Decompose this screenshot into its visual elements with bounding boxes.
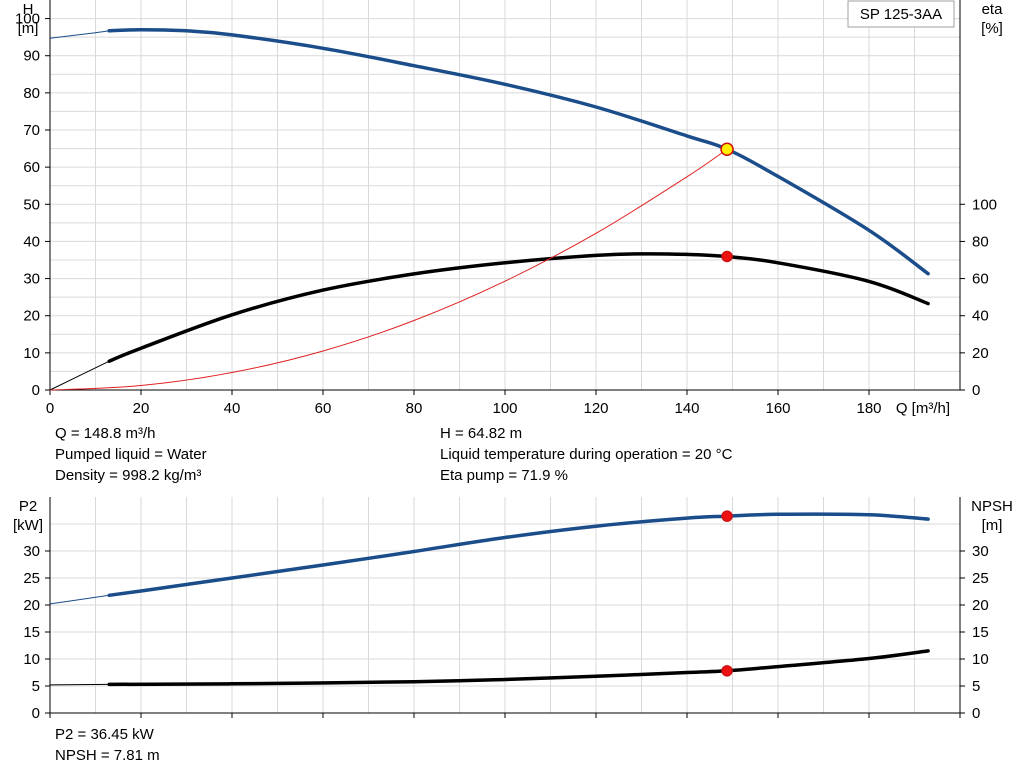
panel2-right-tick-label: 20 (972, 597, 989, 614)
panel1-left-tick-label: 20 (23, 308, 40, 325)
panel1-x-tick-label: 60 (315, 400, 332, 417)
panel1-left-tick-label: 0 (32, 382, 40, 399)
panel1-left-tick-label: 10 (23, 345, 40, 362)
panel2-series-0-line (107, 512, 930, 598)
duty-point-info-left: Q = 148.8 m³/h Pumped liquid = Water Den… (55, 423, 207, 486)
panel2-left-tick-label: 30 (23, 543, 40, 560)
panel1-left-tick-label: 90 (23, 48, 40, 65)
liquid-temperature-value: Liquid temperature during operation = 20… (440, 446, 733, 463)
panel1-right-tick-label: 0 (972, 382, 980, 399)
panel2-left-tick-label: 0 (32, 705, 40, 722)
pumped-liquid-value: Pumped liquid = Water (55, 446, 207, 463)
panel2-right-tick-label: 0 (972, 705, 980, 722)
panel1-series-1-extrapolated (49, 360, 110, 391)
panel2-left-tick-label: 15 (23, 624, 40, 641)
panel1-left-axis-title: H (23, 1, 34, 18)
panel1-series-2-line (49, 148, 728, 391)
panel1-right-tick-label: 80 (972, 233, 989, 250)
panel1-left-tick-label: 80 (23, 85, 40, 102)
panel2-right-tick-label: 10 (972, 651, 989, 668)
panel1-duty-point-marker (720, 142, 734, 156)
panel1-left-tick-label: 100 (15, 11, 40, 28)
panel1-x-tick-label: 20 (133, 400, 150, 417)
panel1-left-tick-label: 30 (23, 271, 40, 288)
panel2-left-tick-label: 25 (23, 570, 40, 587)
panel2-duty-point-marker (721, 665, 733, 677)
eta-pump-value: Eta pump = 71.9 % (440, 467, 568, 484)
panel2-series-1-extrapolated (49, 683, 110, 686)
panel1-left-axis-title: [m] (18, 20, 39, 37)
panel2-right-tick-label: 30 (972, 543, 989, 560)
panel1-series-0-line (107, 27, 930, 276)
panel2-left-tick-label: 20 (23, 597, 40, 614)
panel2-left-axis-title: P2 (19, 498, 37, 515)
power-npsh-info: P2 = 36.45 kW NPSH = 7.81 m (55, 724, 160, 766)
model-label-box (847, 0, 955, 28)
panel2-series-0-extrapolated (49, 594, 110, 605)
panel2-right-axis-title: NPSH (971, 498, 1013, 515)
panel1-x-tick-label: 140 (674, 400, 699, 417)
panel1-series-1-line (107, 252, 930, 363)
panel2-left-tick-label: 5 (32, 678, 40, 695)
panel2-series-1-line (107, 649, 930, 687)
panel1-x-axis-label: Q [m³/h] (896, 400, 950, 417)
panel1-right-tick-label: 100 (972, 196, 997, 213)
panel1-series-0-extrapolated (49, 30, 110, 39)
panel1-x-tick-label: 100 (492, 400, 517, 417)
panel1-left-tick-label: 70 (23, 122, 40, 139)
panel1-right-tick-label: 60 (972, 271, 989, 288)
p2-value: P2 = 36.45 kW (55, 726, 154, 743)
panel1-duty-point-marker (721, 250, 733, 263)
panel1-right-tick-label: 20 (972, 345, 989, 362)
panel1-right-axis-title: eta (982, 1, 1004, 18)
panel2-right-axis-title: [m] (982, 517, 1003, 534)
panel2-right-tick-label: 15 (972, 624, 989, 641)
panel1-x-tick-label: 40 (224, 400, 241, 417)
panel2-left-axis-title: [kW] (13, 517, 43, 534)
duty-point-info-right: H = 64.82 m Liquid temperature during op… (440, 423, 732, 486)
head-value: H = 64.82 m (440, 425, 523, 442)
panel1-left-tick-label: 50 (23, 196, 40, 213)
flow-rate-value: Q = 148.8 m³/h (55, 425, 156, 442)
panel1-left-tick-label: 60 (23, 159, 40, 176)
panel1-left-tick-label: 40 (23, 233, 40, 250)
npsh-value: NPSH = 7.81 m (55, 747, 160, 764)
panel2-left-tick-label: 10 (23, 651, 40, 668)
panel2-right-tick-label: 25 (972, 570, 989, 587)
panel2-right-tick-label: 5 (972, 678, 980, 695)
panel1-right-axis-title: [%] (981, 20, 1003, 37)
model-label: SP 125-3AA (860, 6, 942, 23)
panel1-x-tick-label: 0 (46, 400, 54, 417)
panel1-x-tick-label: 180 (856, 400, 881, 417)
panel1-x-tick-label: 80 (406, 400, 423, 417)
density-value: Density = 998.2 kg/m³ (55, 467, 202, 484)
panel1-right-tick-label: 40 (972, 308, 989, 325)
panel2-duty-point-marker (721, 510, 733, 522)
panel1-x-tick-label: 160 (765, 400, 790, 417)
panel1-x-tick-label: 120 (583, 400, 608, 417)
